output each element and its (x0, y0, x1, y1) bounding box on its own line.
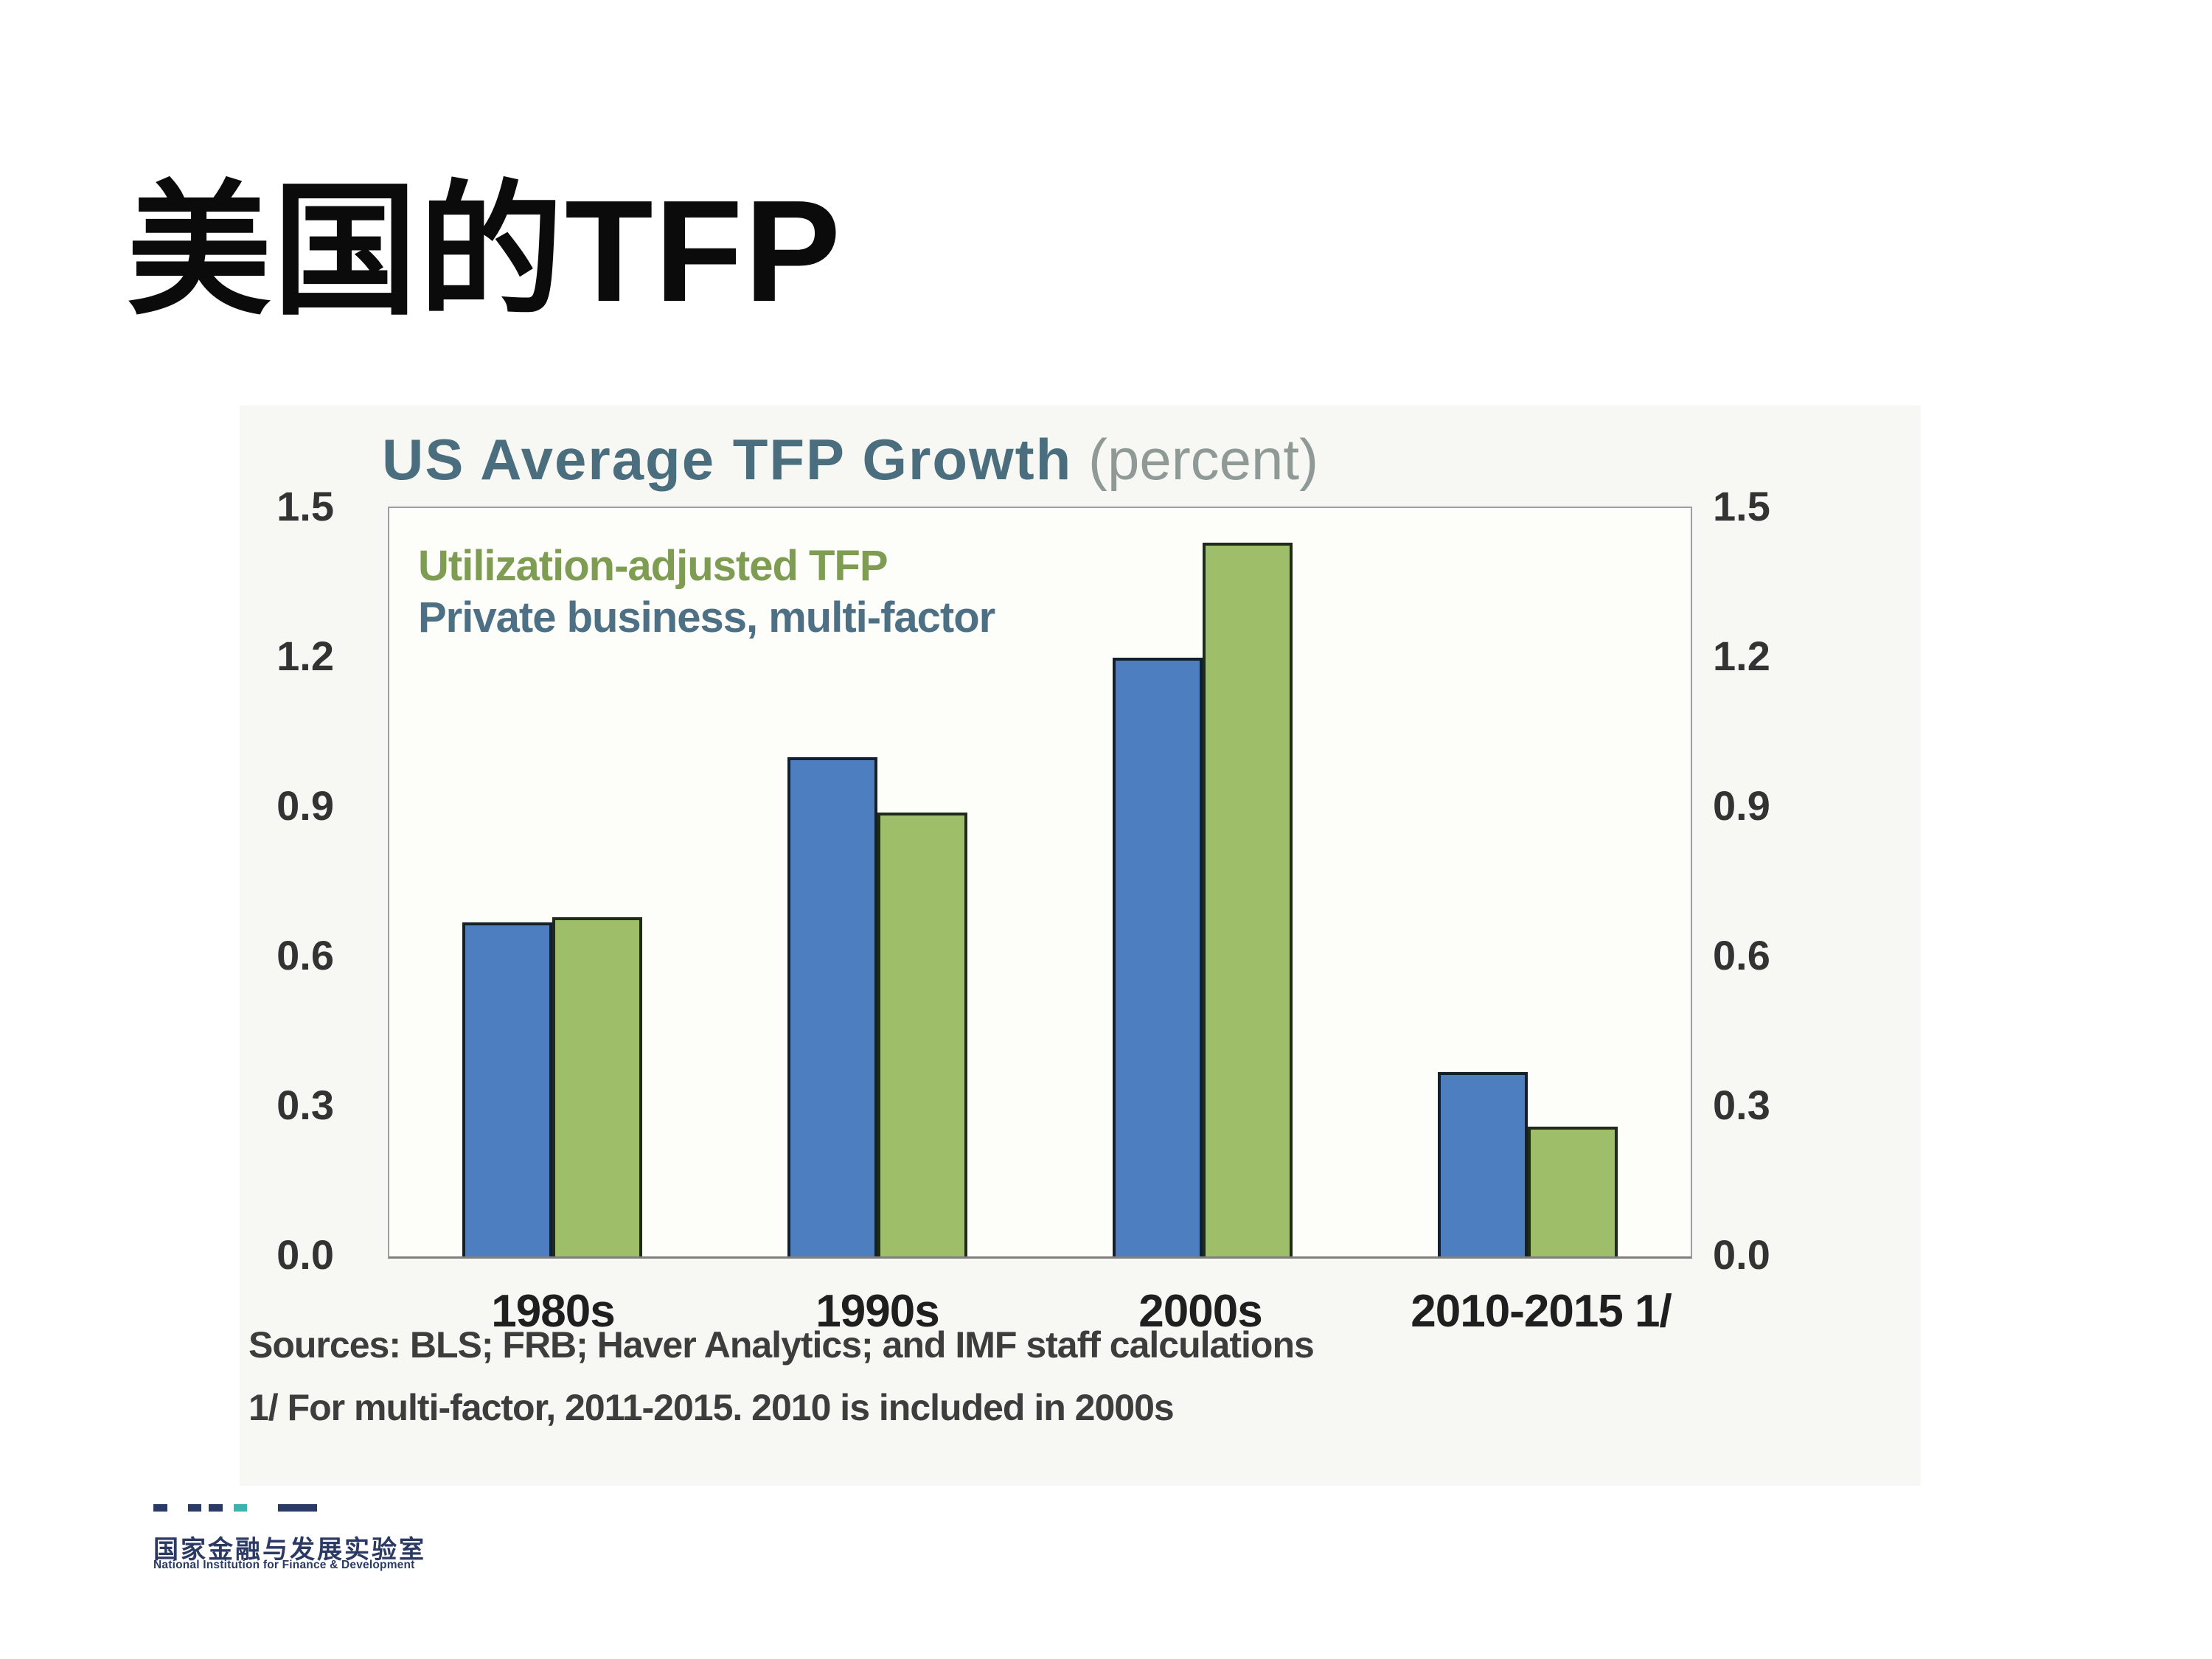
logo-dash (153, 1504, 167, 1512)
bar-utilization-adjusted-2010-2015 1/ (1528, 1127, 1618, 1256)
y-tick-label: 0.9 (1713, 782, 1770, 829)
source-line-1: Sources: BLS; FRB; Haver Analytics; and … (248, 1324, 1315, 1366)
y-tick-label: 0.3 (276, 1082, 334, 1128)
slide-title: 美国的TFP (127, 170, 843, 332)
logo-dash (209, 1504, 223, 1512)
bar-utilization-adjusted-2000s (1203, 543, 1293, 1256)
chart-title: US Average TFP Growth (percent) (382, 426, 1318, 493)
y-tick-label: 1.5 (276, 483, 334, 529)
x-tick-label-1980s: 1980s (491, 1286, 615, 1337)
bar-private-business-2010-2015 1/ (1438, 1072, 1528, 1256)
bar-private-business-2000s (1113, 658, 1203, 1256)
chart-title-main: US Average TFP Growth (382, 427, 1073, 492)
bar-utilization-adjusted-1990s (877, 813, 967, 1256)
legend-item-utilization-adjusted: Utilization-adjusted TFP (418, 542, 888, 590)
y-tick-label: 1.2 (1713, 633, 1770, 679)
x-tick-label-2010-2015 1/: 2010-2015 1/ (1411, 1286, 1672, 1337)
x-tick-label-1990s: 1990s (815, 1286, 939, 1337)
logo-dash-accent (234, 1504, 247, 1512)
bar-private-business-1980s (462, 922, 552, 1256)
y-tick-label: 0.6 (276, 932, 334, 978)
y-tick-label: 0.9 (276, 782, 334, 829)
y-tick-label: 0.6 (1713, 932, 1770, 978)
source-line-2: 1/ For multi-factor, 2011-2015. 2010 is … (248, 1387, 1175, 1428)
bar-private-business-1990s (787, 757, 877, 1256)
x-tick-label-2000s: 2000s (1138, 1286, 1262, 1337)
y-tick-label: 1.2 (276, 633, 334, 679)
y-tick-label: 0.3 (1713, 1082, 1770, 1128)
y-tick-label: 1.5 (1713, 483, 1770, 529)
logo-dash (278, 1504, 317, 1512)
logo-name-cn: 国家金融与发展实验室 (153, 1536, 426, 1564)
chart-title-suffix: (percent) (1072, 427, 1319, 492)
logo-name-en: National Institution for Finance & Devel… (153, 1559, 415, 1571)
chart-legend: Utilization-adjusted TFP Private busines… (418, 540, 995, 644)
y-tick-label: 0.0 (1713, 1231, 1770, 1278)
chart-figure: US Average TFP Growth (percent) Utilizat… (240, 406, 1921, 1486)
y-tick-label: 0.0 (276, 1231, 334, 1278)
logo-dash (188, 1504, 201, 1512)
plot-area: Utilization-adjusted TFP Private busines… (388, 507, 1692, 1259)
legend-item-private-business: Private business, multi-factor (418, 594, 995, 641)
bar-utilization-adjusted-1980s (552, 917, 642, 1256)
